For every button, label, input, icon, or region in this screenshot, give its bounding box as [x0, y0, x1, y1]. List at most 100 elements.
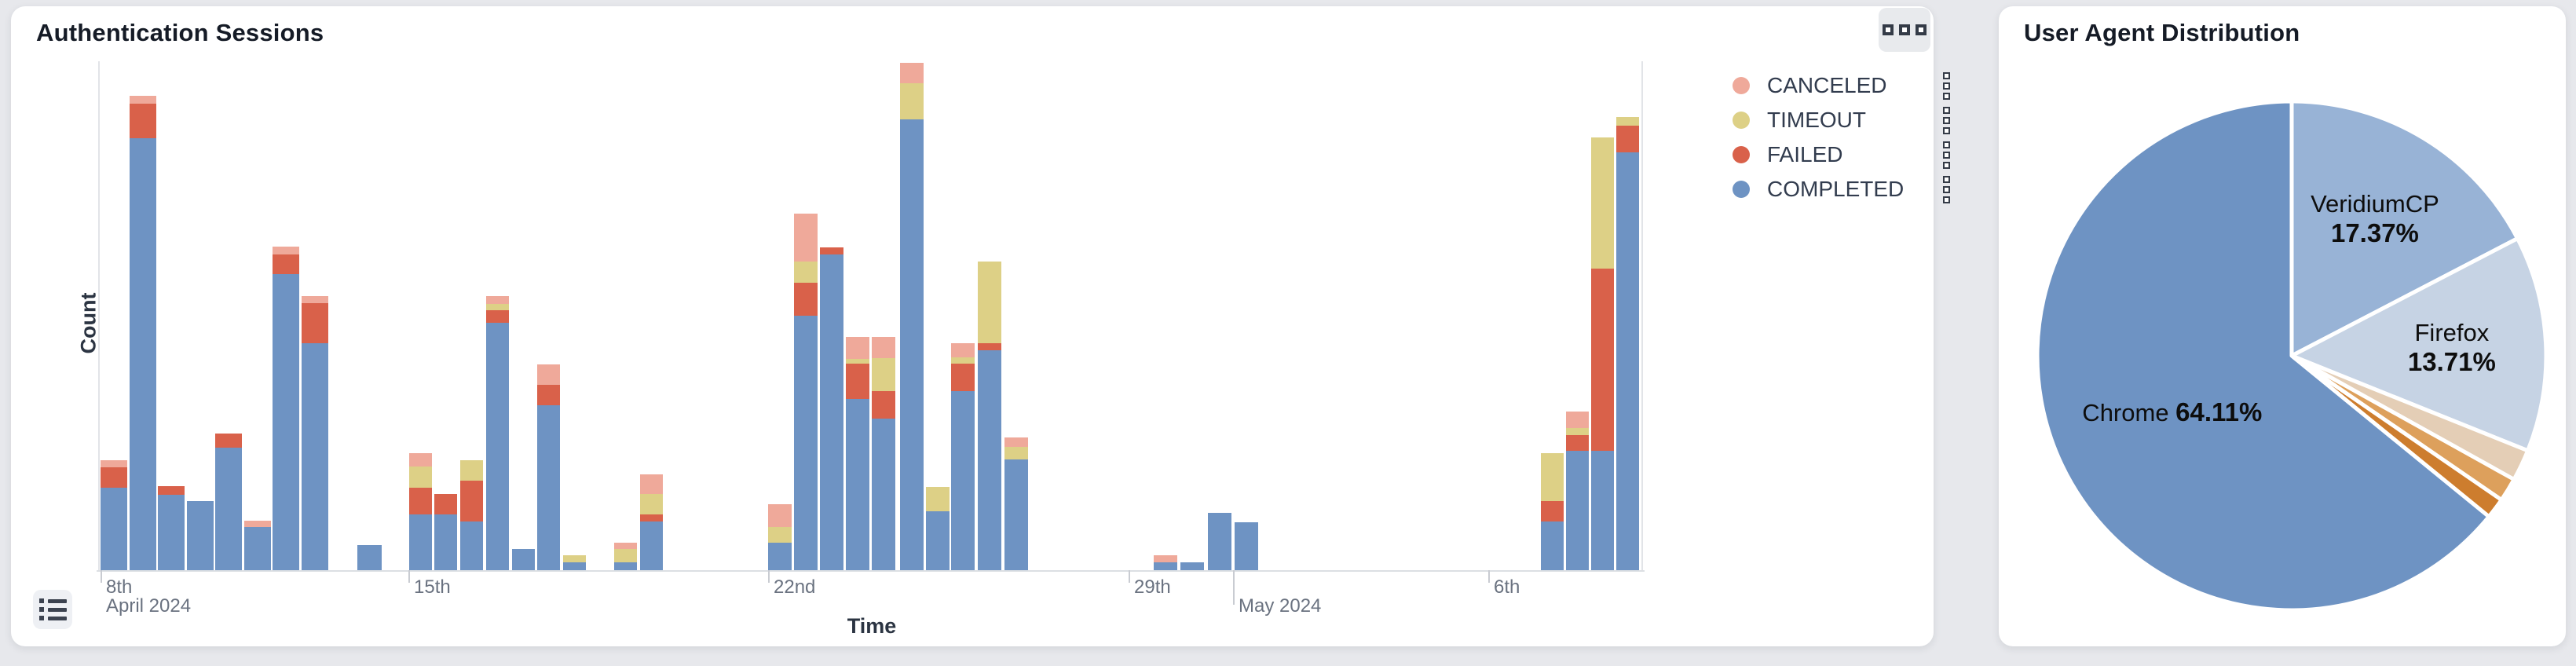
stacked-bar[interactable] [1235, 522, 1258, 570]
bar-segment-failed [640, 514, 663, 521]
stacked-bar[interactable] [302, 296, 328, 570]
bar-segment-timeout [409, 467, 432, 488]
bar-segment-timeout [978, 262, 1001, 343]
bar-segment-completed [1208, 513, 1231, 570]
bar-segment-canceled [537, 364, 560, 385]
bar-segment-canceled [640, 474, 663, 494]
bar-segment-canceled [273, 247, 299, 254]
bar-segment-failed [846, 364, 869, 399]
bar-segment-completed [872, 419, 895, 570]
stacked-bar[interactable] [409, 453, 432, 570]
stacked-bar[interactable] [926, 487, 950, 570]
bar-segment-completed [1541, 521, 1564, 570]
legend-item-completed[interactable]: COMPLETED [1733, 175, 1950, 203]
bar-segment-canceled [951, 343, 975, 357]
stacked-bar[interactable] [158, 486, 185, 570]
stacked-bar[interactable] [1566, 412, 1589, 570]
stacked-bar[interactable] [900, 63, 924, 570]
bar-segment-timeout [846, 359, 869, 364]
legend-label: TIMEOUT [1767, 108, 1866, 132]
stacked-bar[interactable] [563, 555, 586, 570]
bar-segment-completed [640, 521, 663, 570]
stacked-bar[interactable] [872, 337, 895, 570]
stacked-bar[interactable] [512, 549, 535, 570]
stacked-bar[interactable] [130, 96, 156, 570]
x-axis-tick [1129, 570, 1130, 583]
data-view-button[interactable] [33, 590, 72, 629]
stacked-bar[interactable] [187, 501, 214, 570]
bar-segment-failed [951, 364, 975, 391]
bar-segment-canceled [846, 337, 869, 359]
bar-segment-completed [302, 343, 328, 570]
pie-slice-firefox[interactable] [2289, 236, 2549, 453]
stacked-bar[interactable] [101, 460, 127, 570]
bar-segment-completed [357, 545, 382, 570]
bar-segment-completed [1180, 562, 1204, 570]
stacked-bar[interactable] [978, 262, 1001, 570]
stacked-bar[interactable] [537, 364, 560, 570]
stacked-bar[interactable] [1616, 117, 1639, 570]
user-agent-panel: User Agent Distribution VeridiumCP 17.37%… [1999, 6, 2566, 646]
stacked-bar[interactable] [434, 494, 457, 570]
legend-item-canceled[interactable]: CANCELED [1733, 71, 1950, 100]
legend-item-failed[interactable]: FAILED [1733, 141, 1950, 169]
stacked-bar[interactable] [951, 343, 975, 570]
stacked-bar[interactable] [1591, 137, 1614, 570]
bar-segment-failed [101, 467, 127, 488]
legend-item-timeout[interactable]: TIMEOUT [1733, 106, 1950, 134]
bar-segment-timeout [951, 357, 975, 364]
stacked-bar[interactable] [460, 460, 483, 570]
bar-segment-completed [409, 514, 432, 570]
stacked-bar[interactable] [846, 337, 869, 570]
legend-item-menu-icon[interactable] [1927, 141, 1950, 169]
legend-dot-completed [1733, 181, 1750, 198]
bar-segment-canceled [302, 296, 328, 303]
bar-segment-failed [302, 303, 328, 343]
legend-item-menu-icon[interactable] [1927, 106, 1950, 134]
bar-segment-canceled [486, 296, 509, 304]
stacked-bar[interactable] [1004, 437, 1028, 570]
bar-segment-failed [460, 481, 483, 521]
stacked-bar[interactable] [1154, 555, 1177, 570]
pie-slice-veridiumcp[interactable] [2289, 99, 2519, 358]
legend-item-menu-icon[interactable] [1927, 175, 1950, 203]
bar-segment-failed [409, 488, 432, 514]
pie-slice-chrome[interactable] [2035, 99, 2491, 613]
stacked-bar[interactable] [794, 214, 818, 570]
bar-segment-canceled [1004, 437, 1028, 447]
user-agent-pie-chart [2035, 99, 2549, 613]
bar-segment-failed [486, 310, 509, 323]
stacked-bar[interactable] [486, 296, 509, 570]
stacked-bar[interactable] [244, 521, 271, 570]
bar-segment-completed [101, 488, 127, 570]
bar-segment-canceled [244, 521, 271, 527]
stacked-bar[interactable] [614, 543, 637, 570]
bar-segment-timeout [563, 555, 586, 562]
stacked-bar[interactable] [273, 247, 299, 570]
legend-item-menu-icon[interactable] [1927, 71, 1950, 100]
stacked-bar[interactable] [1180, 562, 1204, 570]
bar-segment-canceled [1154, 555, 1177, 562]
grid-menu-icon [1899, 24, 1910, 35]
x-axis-line [97, 570, 1645, 572]
legend-label: FAILED [1767, 142, 1843, 166]
stacked-bar[interactable] [215, 434, 242, 570]
bar-segment-completed [486, 323, 509, 570]
bar-segment-failed [872, 391, 895, 419]
bar-segment-completed [951, 391, 975, 570]
user-agent-title: User Agent Distribution [2024, 19, 2300, 46]
stacked-bar[interactable] [768, 504, 792, 570]
stacked-bar[interactable] [357, 545, 382, 570]
legend-label: COMPLETED [1767, 177, 1905, 201]
legend-dot-canceled [1733, 77, 1750, 94]
bar-segment-failed [158, 486, 185, 495]
bar-segment-canceled [1566, 412, 1589, 428]
bar-segment-canceled [872, 337, 895, 358]
stacked-bar[interactable] [820, 247, 843, 570]
bar-segment-completed [846, 399, 869, 570]
stacked-bar[interactable] [1541, 453, 1564, 570]
stacked-bar[interactable] [1208, 513, 1231, 570]
stacked-bar[interactable] [640, 474, 663, 570]
grid-menu-button[interactable] [1879, 8, 1930, 52]
bar-segment-completed [187, 501, 214, 570]
